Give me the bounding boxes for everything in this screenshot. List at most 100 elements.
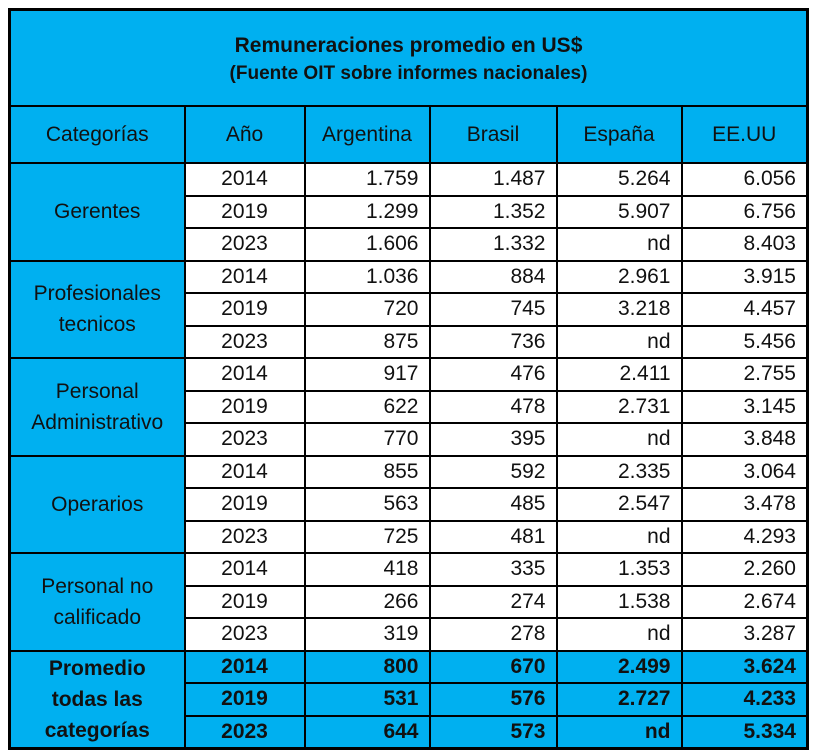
year-cell: 2019 <box>183 194 306 229</box>
value-cell-espana: 5.264 <box>555 162 683 197</box>
category-cell: Gerentes <box>8 162 186 262</box>
title: Remuneraciones promedio en US$ <box>234 34 583 57</box>
value-cell-espana: nd <box>555 714 683 750</box>
value-cell-argentina: 644 <box>303 714 431 750</box>
value-cell-argentina: 855 <box>303 454 431 489</box>
category-label-line: categorías <box>44 718 150 742</box>
value-cell-espana: 1.538 <box>555 584 683 619</box>
col-header-brasil: Brasil <box>428 105 558 164</box>
value-cell-eeuu: 4.233 <box>680 682 809 717</box>
table-row: 2023 1.606 1.332 nd 8.403 <box>10 227 809 262</box>
category-label-line: Promedio <box>48 656 146 680</box>
value-cell-brasil: 1.352 <box>428 194 558 229</box>
value-cell-eeuu: 5.456 <box>680 324 809 359</box>
table-row: 2019 266 274 1.538 2.674 <box>10 584 809 619</box>
value-cell-eeuu: 3.287 <box>680 617 809 652</box>
value-cell-brasil: 576 <box>428 682 558 717</box>
col-header-espana: España <box>555 105 683 164</box>
category-cell: Personal no calificado <box>8 552 186 652</box>
value-cell-brasil: 745 <box>428 292 558 327</box>
value-cell-argentina: 1.759 <box>303 162 431 197</box>
value-cell-argentina: 1.299 <box>303 194 431 229</box>
value-cell-brasil: 736 <box>428 324 558 359</box>
value-cell-eeuu: 6.756 <box>680 194 809 229</box>
value-cell-brasil: 278 <box>428 617 558 652</box>
category-cell: Operarios <box>8 454 186 554</box>
year-cell: 2014 <box>183 357 306 392</box>
value-cell-brasil: 274 <box>428 584 558 619</box>
category-label-line: tecnicos <box>58 313 136 337</box>
value-cell-eeuu: 3.145 <box>680 389 809 424</box>
table-row: Personal no calificado 2014 418 335 1.353 2.26… <box>8 552 809 652</box>
table-row: Gerentes 2014 1.759 1.487 5.264 6.056 <box>8 162 809 262</box>
value-cell-eeuu: 3.915 <box>680 259 809 294</box>
col-header-categorias: Categorías <box>8 105 186 164</box>
value-cell-eeuu: 3.064 <box>680 454 809 489</box>
value-cell-argentina: 319 <box>303 617 431 652</box>
value-cell-eeuu: 2.755 <box>680 357 809 392</box>
value-cell-brasil: 476 <box>428 357 558 392</box>
value-cell-eeuu: 3.624 <box>680 649 809 684</box>
value-cell-espana: nd <box>555 617 683 652</box>
year-cell: 2014 <box>183 454 306 489</box>
value-cell-espana: 2.961 <box>555 259 683 294</box>
value-cell-argentina: 1.036 <box>303 259 431 294</box>
year-cell: 2019 <box>183 682 306 717</box>
value-cell-espana: nd <box>555 519 683 554</box>
year-cell: 2023 <box>183 227 306 262</box>
value-cell-brasil: 485 <box>428 487 558 522</box>
value-cell-brasil: 1.332 <box>428 227 558 262</box>
category-label-line: Profesionales <box>33 282 161 306</box>
value-cell-espana: nd <box>555 324 683 359</box>
category-label-line: calificado <box>53 605 142 629</box>
value-cell-espana: nd <box>555 227 683 262</box>
value-cell-eeuu: 4.457 <box>680 292 809 327</box>
subtitle: (Fuente OIT sobre informes nacionales) <box>229 63 588 84</box>
value-cell-brasil: 478 <box>428 389 558 424</box>
value-cell-argentina: 266 <box>303 584 431 619</box>
category-label-line: Personal <box>55 379 139 403</box>
value-cell-brasil: 1.487 <box>428 162 558 197</box>
value-cell-eeuu: 2.260 <box>680 552 809 587</box>
value-cell-argentina: 418 <box>303 552 431 587</box>
table-body: Gerentes 2014 1.759 1.487 5.264 6.056 2019 1.29… <box>8 162 809 750</box>
value-cell-eeuu: 5.334 <box>680 714 809 750</box>
value-cell-eeuu: 3.478 <box>680 487 809 522</box>
value-cell-espana: 3.218 <box>555 292 683 327</box>
value-cell-argentina: 531 <box>303 682 431 717</box>
category-cell: Personal Administrativo <box>8 357 186 457</box>
value-cell-eeuu: 8.403 <box>680 227 809 262</box>
value-cell-eeuu: 4.293 <box>680 519 809 554</box>
year-cell: 2023 <box>183 519 306 554</box>
table-row: 2019 622 478 2.731 3.145 <box>10 389 809 424</box>
value-cell-eeuu: 3.848 <box>680 422 809 457</box>
value-cell-brasil: 395 <box>428 422 558 457</box>
value-cell-argentina: 875 <box>303 324 431 359</box>
table-row: Personal Administrativo 2014 917 476 2.411 2.7… <box>8 357 809 457</box>
value-cell-espana: 2.727 <box>555 682 683 717</box>
value-cell-espana: 2.411 <box>555 357 683 392</box>
value-cell-espana: 1.353 <box>555 552 683 587</box>
year-cell: 2014 <box>183 162 306 197</box>
value-cell-argentina: 770 <box>303 422 431 457</box>
value-cell-argentina: 800 <box>303 649 431 684</box>
table-row: Profesionales tecnicos 2014 1.036 884 2.961 3.… <box>8 259 809 359</box>
year-cell: 2023 <box>183 422 306 457</box>
table-row: 2019 720 745 3.218 4.457 <box>10 292 809 327</box>
category-label-line: Administrativo <box>31 410 164 434</box>
value-cell-espana: 2.499 <box>555 649 683 684</box>
category-label-line: todas las <box>51 687 143 711</box>
category-label-line: Operarios <box>51 492 144 516</box>
value-cell-eeuu: 6.056 <box>680 162 809 197</box>
header-row: Categorías Año Argentina Brasil España E… <box>8 105 809 164</box>
table-row: Operarios 2014 855 592 2.335 3.064 <box>8 454 809 554</box>
average-row: Promedio todas las categorías 2014 800 670 2.4… <box>8 649 809 750</box>
value-cell-espana: 2.335 <box>555 454 683 489</box>
table-row: 2019 1.299 1.352 5.907 6.756 <box>10 194 809 229</box>
value-cell-espana: 5.907 <box>555 194 683 229</box>
value-cell-argentina: 917 <box>303 357 431 392</box>
year-cell: 2023 <box>183 714 306 750</box>
